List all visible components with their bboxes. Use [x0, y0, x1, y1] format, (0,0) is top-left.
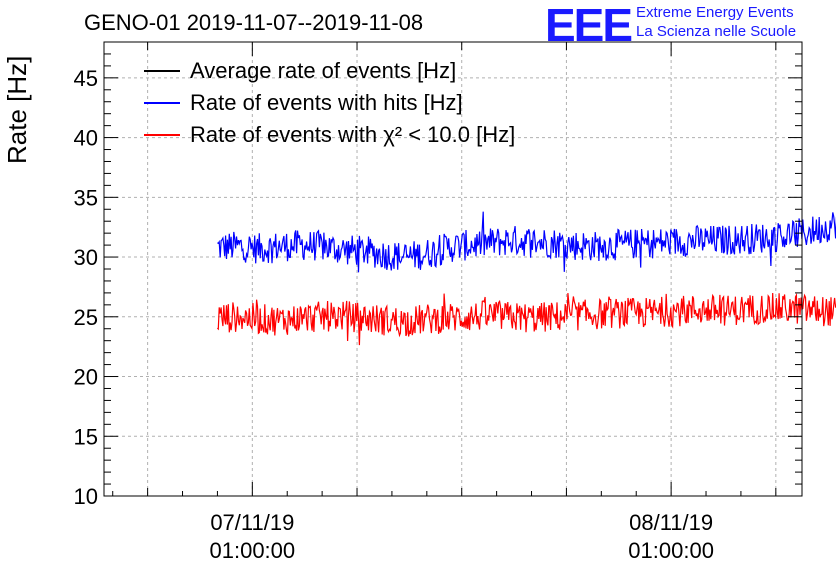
x-tick-label-time: 01:00:00 — [210, 538, 296, 563]
legend-swatch-hits — [144, 102, 180, 104]
x-tick-label-time: 01:00:00 — [628, 538, 714, 563]
logo-caption-line2: La Scienza nelle Scuole — [636, 23, 797, 40]
series-line-2 — [216, 292, 836, 346]
eee-logo: EEE — [545, 0, 633, 51]
tick-labels: 10 15 20 25 30 35 40 45 07/11/19 01:00:00 08/11/19… — [74, 66, 714, 563]
axis-ticks — [104, 41, 802, 497]
y-tick-label: 45 — [74, 66, 98, 91]
legend-label-average: Average rate of events [Hz] — [190, 58, 457, 83]
x-tick-label-date: 08/11/19 — [629, 510, 713, 535]
x-tick-label-date: 07/11/19 — [210, 510, 294, 535]
legend-label-hits: Rate of events with hits [Hz] — [190, 90, 463, 115]
legend-label-chi2: Rate of events with χ² < 10.0 [Hz] — [190, 122, 516, 147]
y-tick-label: 25 — [74, 305, 98, 330]
y-tick-label: 35 — [74, 185, 98, 210]
series-lines — [216, 211, 836, 346]
y-tick-label: 40 — [74, 126, 98, 151]
series-line-1 — [217, 211, 836, 273]
logo-caption-line1: Extreme Energy Events — [636, 4, 794, 21]
logo-caption: Extreme Energy Events La Scienza nelle S… — [636, 3, 796, 41]
legend-swatch-average — [144, 70, 180, 72]
y-tick-label: 10 — [74, 484, 98, 509]
chart-title: GENO-01 2019-11-07--2019-11-08 — [84, 10, 424, 35]
y-tick-label: 30 — [74, 245, 98, 270]
y-tick-label: 20 — [74, 365, 98, 390]
legend-swatch-chi2 — [144, 134, 180, 136]
y-tick-label: 15 — [74, 424, 98, 449]
